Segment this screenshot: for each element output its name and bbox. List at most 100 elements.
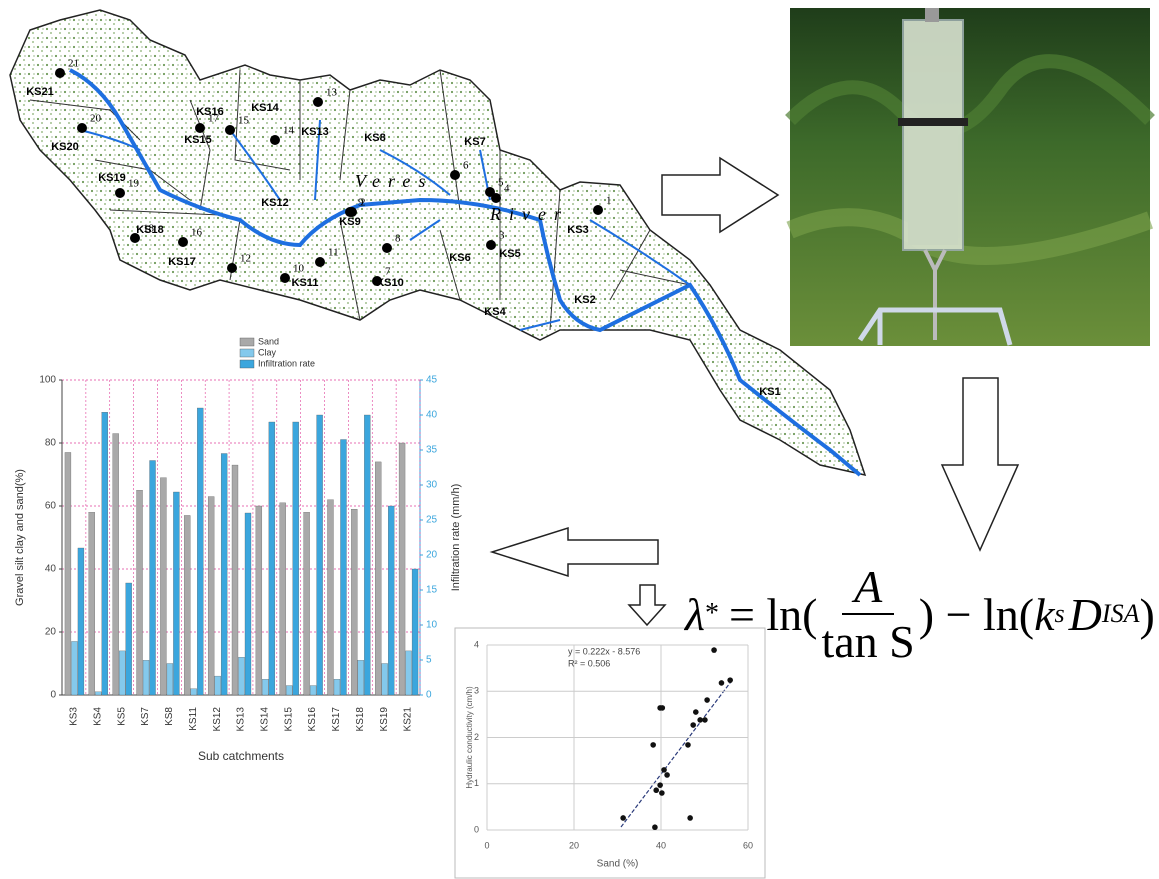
legend-swatch bbox=[240, 338, 254, 346]
bar bbox=[304, 512, 310, 695]
y2-tick-label: 10 bbox=[426, 620, 438, 631]
formula-text: ) bbox=[1139, 588, 1154, 641]
subcatchment-label: KS9 bbox=[339, 216, 360, 228]
x-tick-label: KS8 bbox=[164, 707, 175, 726]
legend-label: Sand bbox=[258, 336, 279, 346]
x-tick-label: 0 bbox=[484, 840, 489, 850]
x-tick-label: KS3 bbox=[69, 707, 80, 726]
subcatchment-label: KS7 bbox=[464, 136, 485, 148]
subcatchment-label: KS14 bbox=[251, 102, 279, 114]
point bbox=[697, 717, 703, 723]
y-tick-label: 2 bbox=[474, 732, 479, 742]
subcatchment-label: KS19 bbox=[98, 172, 126, 184]
bar bbox=[126, 583, 132, 695]
point bbox=[661, 767, 667, 773]
x-tick-label: KS16 bbox=[307, 707, 318, 732]
y-tick-label: 60 bbox=[45, 501, 57, 512]
x-tick-label: KS14 bbox=[260, 707, 271, 732]
subcatchment-label: KS15 bbox=[184, 134, 212, 146]
bar bbox=[143, 660, 149, 695]
bar bbox=[406, 651, 412, 695]
station-dot bbox=[178, 237, 188, 247]
station-dot bbox=[115, 188, 125, 198]
formula-symbol: k bbox=[1034, 588, 1054, 641]
bar bbox=[327, 500, 333, 695]
bar bbox=[173, 492, 179, 695]
river-name: River bbox=[489, 204, 569, 224]
bar bbox=[191, 689, 197, 695]
bar bbox=[78, 548, 84, 695]
y-axis-label: Gravel silt clay and sand(%) bbox=[14, 469, 26, 606]
station-number: 18 bbox=[143, 223, 155, 235]
station-dot bbox=[345, 207, 355, 217]
station-dot bbox=[313, 97, 323, 107]
x-tick-label: KS7 bbox=[140, 707, 151, 726]
station-dot bbox=[450, 170, 460, 180]
formula-star: * bbox=[705, 598, 719, 630]
bar bbox=[399, 443, 405, 695]
subcatchment-label: KS13 bbox=[301, 126, 329, 138]
bar bbox=[334, 679, 340, 695]
station-number: 5 bbox=[498, 177, 504, 189]
y-tick-label: 100 bbox=[39, 375, 56, 386]
station-dot bbox=[270, 135, 280, 145]
station-number: 17 bbox=[208, 113, 220, 125]
annotation: R² = 0.506 bbox=[568, 658, 610, 668]
point bbox=[659, 790, 665, 796]
point bbox=[727, 677, 733, 683]
point bbox=[664, 772, 670, 778]
bar bbox=[113, 434, 119, 695]
figure: KS1KS2KS3KS4KS5KS6KS7KS8KS9KS10KS11KS12K… bbox=[0, 0, 1159, 879]
station-number: 8 bbox=[395, 233, 401, 245]
x-tick-label: 20 bbox=[569, 840, 579, 850]
station-number: 4 bbox=[504, 183, 510, 195]
y-axis-label: Hydraulic conductivity (cm/h) bbox=[465, 686, 474, 789]
bar bbox=[95, 692, 101, 695]
y2-tick-label: 40 bbox=[426, 410, 438, 421]
y-tick-label: 3 bbox=[474, 686, 479, 696]
subcatchment-label: KS2 bbox=[574, 294, 595, 306]
station-dot bbox=[372, 276, 382, 286]
bar bbox=[119, 651, 125, 695]
point bbox=[657, 782, 663, 788]
station-dot bbox=[382, 243, 392, 253]
x-tick-label: KS4 bbox=[92, 707, 103, 726]
bar bbox=[245, 513, 251, 695]
station-number: 12 bbox=[240, 253, 251, 265]
y2-tick-label: 25 bbox=[426, 515, 438, 526]
point bbox=[719, 680, 725, 686]
station-number: 1 bbox=[606, 195, 612, 207]
station-number: 20 bbox=[90, 113, 102, 125]
bar bbox=[358, 660, 364, 695]
y-tick-label: 0 bbox=[474, 824, 479, 834]
station-dot bbox=[225, 125, 235, 135]
formula-text: ) − ln( bbox=[919, 588, 1034, 641]
y2-tick-label: 45 bbox=[426, 375, 438, 386]
point bbox=[660, 705, 666, 711]
point bbox=[620, 815, 626, 821]
bar bbox=[137, 490, 143, 695]
denominator: tan S bbox=[821, 615, 914, 668]
y-tick-label: 20 bbox=[45, 627, 57, 638]
y-tick-label: 4 bbox=[474, 639, 479, 649]
bar bbox=[293, 422, 299, 695]
formula-sub: ISA bbox=[1102, 599, 1140, 629]
y2-tick-label: 35 bbox=[426, 445, 438, 456]
x-tick-label: 40 bbox=[656, 840, 666, 850]
bar bbox=[364, 415, 370, 695]
bar bbox=[208, 497, 214, 695]
station-dot bbox=[315, 257, 325, 267]
point bbox=[650, 742, 656, 748]
point bbox=[704, 697, 710, 703]
station-dot bbox=[280, 273, 290, 283]
station-dot bbox=[195, 123, 205, 133]
bar bbox=[65, 452, 71, 695]
station-dot bbox=[55, 68, 65, 78]
x-tick-label: KS17 bbox=[331, 707, 342, 732]
bar bbox=[351, 509, 357, 695]
station-dot bbox=[130, 233, 140, 243]
y2-tick-label: 15 bbox=[426, 585, 438, 596]
station-number: 3 bbox=[499, 230, 505, 242]
